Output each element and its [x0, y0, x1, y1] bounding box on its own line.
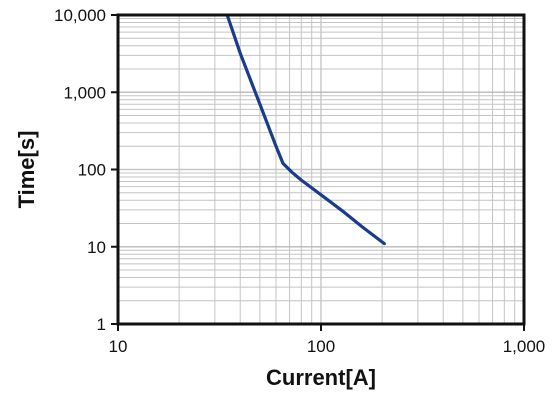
grid	[118, 15, 524, 324]
x-axis-title: Current[A]	[266, 365, 376, 390]
y-tick-label: 10,000	[54, 6, 106, 25]
y-tick-label: 100	[78, 161, 106, 180]
x-tick-label: 1,000	[503, 337, 546, 356]
x-tick-label: 10	[109, 337, 128, 356]
x-tick-label: 100	[307, 337, 335, 356]
y-tick-label: 10	[87, 238, 106, 257]
series-line	[225, 13, 386, 246]
y-axis-title: Time[s]	[14, 131, 39, 209]
tick-marks	[111, 14, 525, 331]
y-tick-label: 1	[97, 315, 106, 334]
y-tick-label: 1,000	[63, 83, 106, 102]
series-layer	[225, 13, 386, 246]
